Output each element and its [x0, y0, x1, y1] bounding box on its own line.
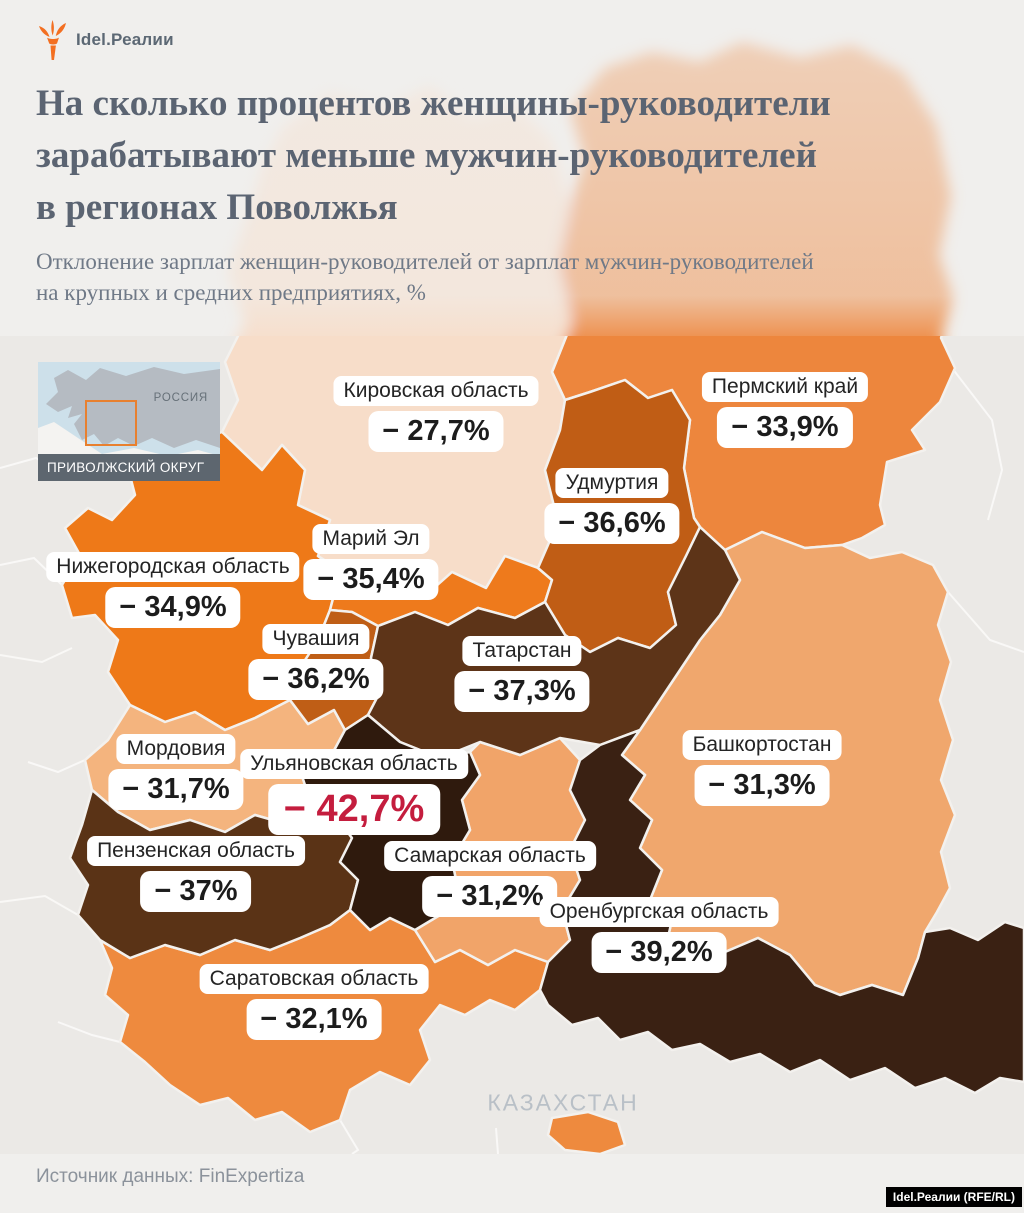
region-value: − 35,4% — [303, 559, 439, 600]
region-value: − 36,6% — [544, 503, 680, 544]
region-value: − 31,7% — [108, 769, 244, 810]
region-label-saratovskaya-oblast: Саратовская область − 32,1% — [199, 964, 429, 1040]
region-label-tatarstan: Татарстан − 37,3% — [454, 636, 590, 712]
fade-overlay — [0, 0, 1024, 348]
page-title: На сколько процентов женщины-руководител… — [36, 78, 986, 234]
region-value: − 31,2% — [422, 876, 558, 917]
region-value-highlighted: − 42,7% — [267, 784, 441, 835]
title-line-1: На сколько процентов женщины-руководител… — [36, 83, 831, 124]
subtitle-line-1: Отклонение зарплат женщин-руководителей … — [36, 249, 814, 274]
title-line-3: в регионах Поволжья — [36, 187, 398, 228]
credit-badge: Idel.Реалии (RFE/RL) — [885, 1187, 1022, 1207]
region-name: Нижегородская область — [46, 552, 300, 582]
region-name: Чувашия — [262, 624, 370, 654]
torch-icon — [39, 20, 66, 60]
region-name: Саратовская область — [199, 964, 429, 994]
region-value: − 36,2% — [248, 659, 384, 700]
region-value: − 34,9% — [105, 587, 241, 628]
locator-map: РОССИЯ ПРИВОЛЖСКИЙ ОКРУГ — [38, 362, 220, 481]
kazakhstan-label: КАЗАХСТАН — [487, 1089, 639, 1116]
region-value: − 27,7% — [368, 411, 504, 452]
region-label-kirovskaya-oblast: Кировская область − 27,7% — [333, 376, 539, 452]
region-name: Пермский край — [701, 372, 869, 402]
region-label-nizhegorodskaya-oblast: Нижегородская область − 34,9% — [46, 552, 300, 628]
region-name: Марий Эл — [312, 524, 430, 554]
region-value: − 37,3% — [454, 671, 590, 712]
region-label-samarskaya-oblast: Самарская область − 31,2% — [384, 841, 596, 917]
region-value: − 32,1% — [246, 999, 382, 1040]
region-name: Ульяновская область — [240, 749, 468, 779]
region-name: Пензенская область — [87, 836, 305, 866]
region-label-orenburgskaya-oblast: Оренбургская область − 39,2% — [539, 897, 779, 973]
region-label-mariy-el: Марий Эл − 35,4% — [303, 524, 439, 600]
region-value: − 33,9% — [717, 407, 853, 448]
region-name: Кировская область — [333, 376, 539, 406]
inset-country-label: РОССИЯ — [153, 392, 208, 404]
region-label-penzenskaya-oblast: Пензенская область − 37% — [87, 836, 305, 912]
brand-logo: Idel.Реалии — [36, 20, 174, 60]
title-line-2: зарабатывают меньше мужчин-руководителей — [36, 135, 817, 176]
region-name: Татарстан — [462, 636, 582, 666]
region-label-permsky-kray: Пермский край − 33,9% — [701, 372, 869, 448]
region-label-udmurtia: Удмуртия − 36,6% — [544, 468, 680, 544]
region-label-bashkortostan: Башкортостан − 31,3% — [682, 730, 842, 806]
region-value: − 39,2% — [591, 932, 727, 973]
region-name: Удмуртия — [555, 468, 669, 498]
page-subtitle: Отклонение зарплат женщин-руководителей … — [36, 246, 986, 308]
region-value: − 37% — [140, 871, 252, 912]
region-label-mordovia: Мордовия − 31,7% — [108, 734, 244, 810]
region-label-chuvashia: Чувашия − 36,2% — [248, 624, 384, 700]
region-name: Башкортостан — [682, 730, 842, 760]
region-value: − 31,3% — [694, 765, 830, 806]
data-source: Источник данных: FinExpertiza — [36, 1166, 305, 1187]
subtitle-line-2: на крупных и средних предприятиях, % — [36, 280, 426, 305]
inset-district-label: ПРИВОЛЖСКИЙ ОКРУГ — [38, 454, 220, 481]
inset-highlight-frame — [85, 400, 137, 446]
brand-logo-text: Idel.Реалии — [76, 30, 174, 49]
region-label-ulyanovskaya-oblast: Ульяновская область − 42,7% — [240, 749, 468, 835]
region-name: Мордовия — [116, 734, 236, 764]
region-shape-saratov-east-lobe — [546, 1110, 627, 1154]
region-name: Оренбургская область — [539, 897, 779, 927]
region-name: Самарская область — [384, 841, 596, 871]
